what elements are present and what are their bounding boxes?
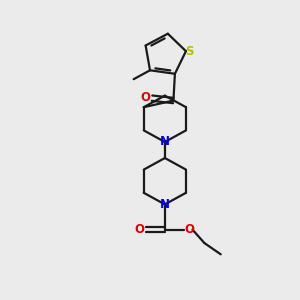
Text: O: O: [134, 223, 144, 236]
Text: N: N: [160, 136, 170, 148]
Text: O: O: [184, 223, 194, 236]
Text: O: O: [140, 91, 151, 104]
Text: S: S: [185, 45, 194, 58]
Text: N: N: [160, 198, 170, 211]
